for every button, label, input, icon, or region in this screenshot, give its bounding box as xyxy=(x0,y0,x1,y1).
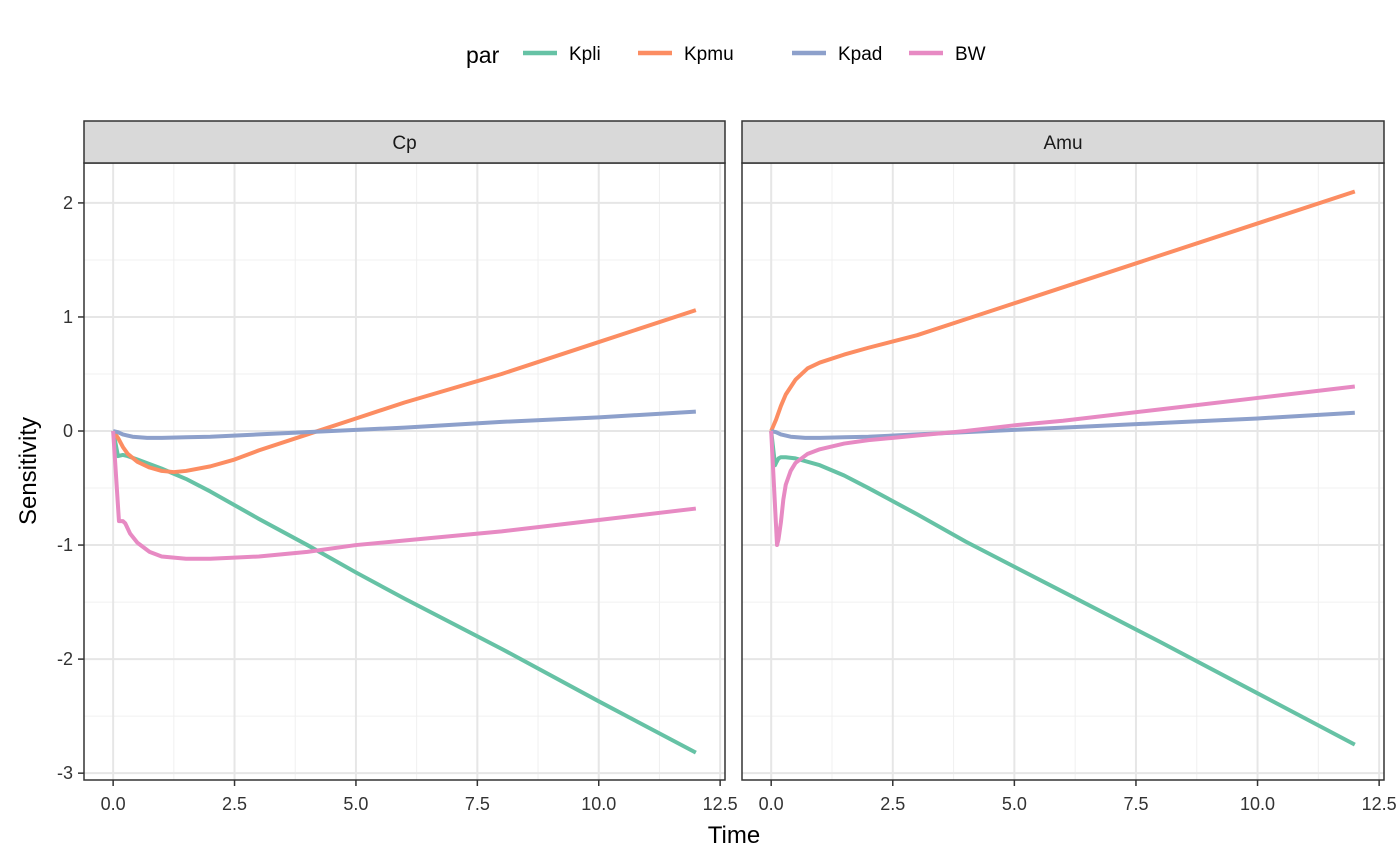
x-tick-label: 5.0 xyxy=(343,794,368,814)
x-tick-label: 12.5 xyxy=(1362,794,1397,814)
legend-label-bw: BW xyxy=(955,44,986,65)
x-axis-title: Time xyxy=(708,822,760,849)
series-line-kpli xyxy=(769,430,1356,747)
legend-label-kpli: Kpli xyxy=(569,44,601,65)
y-tick-label: -2 xyxy=(57,649,73,669)
series-line-kpmu xyxy=(769,189,1356,432)
x-tick-label: 2.5 xyxy=(880,794,905,814)
x-tick-label: 2.5 xyxy=(222,794,247,814)
legend: par Kpli Kpmu Kpad BW xyxy=(466,42,986,68)
y-tick-label: 2 xyxy=(63,193,73,213)
series-line-kpad xyxy=(770,410,1355,440)
series-line-kpli xyxy=(111,430,697,755)
facet-panels: Cp 0.0 2.5 5.0 7.5 10.0 12.5 -3 -2 -1 0 1 2 Amu 0.0 2.5… xyxy=(57,120,1397,814)
x-tick-label: 5.0 xyxy=(1002,794,1027,814)
facet-strip xyxy=(83,120,726,164)
series-line-kpmu xyxy=(111,308,697,475)
y-tick-label: 0 xyxy=(63,421,73,441)
legend-title: par xyxy=(466,42,500,68)
x-tick-label: 7.5 xyxy=(1123,794,1148,814)
y-tick-label: -3 xyxy=(57,763,73,783)
panel-cp: Cp 0.0 2.5 5.0 7.5 10.0 12.5 -3 -2 -1 0 1 2 xyxy=(57,120,738,814)
y-tick-label: -1 xyxy=(57,535,73,555)
x-tick-label: 12.5 xyxy=(703,794,738,814)
x-tick-label: 7.5 xyxy=(465,794,490,814)
legend-label-kpad: Kpad xyxy=(838,44,882,65)
series-line-kpad xyxy=(112,409,696,440)
x-tick-label: 0.0 xyxy=(101,794,126,814)
x-tick-label: 0.0 xyxy=(759,794,784,814)
facet-strip xyxy=(741,120,1385,164)
facet-strip-label: Amu xyxy=(1043,133,1082,154)
y-axis-title: Sensitivity xyxy=(15,417,42,525)
plot-background xyxy=(742,163,1384,780)
y-tick-label: 1 xyxy=(63,307,73,327)
legend-label-kpmu: Kpmu xyxy=(684,44,734,65)
legend-entries: Kpli Kpmu Kpad BW xyxy=(523,44,986,65)
panel-amu: Amu 0.0 2.5 5.0 7.5 10.0 12.5 xyxy=(741,120,1397,814)
series-line-bw xyxy=(111,430,697,561)
x-tick-label: 10.0 xyxy=(1240,794,1275,814)
x-tick-label: 10.0 xyxy=(581,794,616,814)
facet-strip-label: Cp xyxy=(392,133,416,154)
series-line-bw xyxy=(769,384,1356,548)
